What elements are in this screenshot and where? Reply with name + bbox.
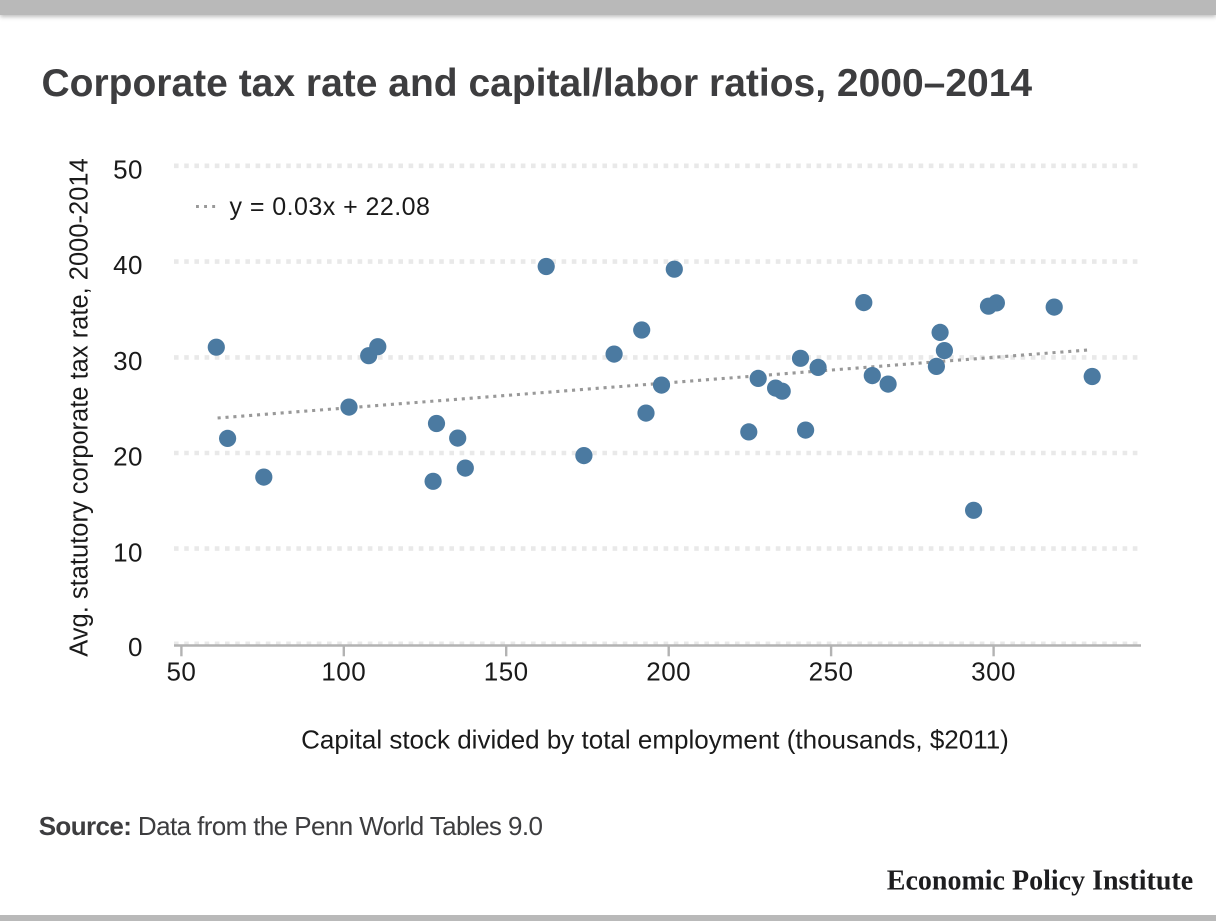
svg-text:40: 40 bbox=[113, 250, 143, 280]
svg-text:Economic Policy Institute: Economic Policy Institute bbox=[887, 866, 1193, 897]
svg-text:300: 300 bbox=[971, 657, 1016, 687]
svg-text:250: 250 bbox=[809, 657, 854, 687]
svg-text:100: 100 bbox=[321, 657, 366, 687]
svg-text:50: 50 bbox=[166, 657, 196, 687]
svg-text:Avg. statutory corporate tax r: Avg. statutory corporate tax rate, 2000-… bbox=[66, 158, 94, 657]
svg-text:30: 30 bbox=[113, 346, 143, 376]
svg-text:200: 200 bbox=[646, 657, 691, 687]
svg-text:Corporate tax rate and capital: Corporate tax rate and capital/labor rat… bbox=[42, 62, 1033, 105]
svg-text:10: 10 bbox=[113, 537, 143, 567]
svg-text:20: 20 bbox=[113, 442, 143, 472]
svg-text:150: 150 bbox=[484, 657, 529, 687]
svg-text:y = 0.03x + 22.08: y = 0.03x + 22.08 bbox=[230, 193, 431, 221]
svg-text:Capital stock divided by total: Capital stock divided by total employmen… bbox=[301, 725, 1009, 755]
svg-text:Source: Data from the Penn Wor: Source: Data from the Penn World Tables … bbox=[39, 811, 543, 841]
svg-text:50: 50 bbox=[113, 154, 143, 184]
svg-text:0: 0 bbox=[128, 632, 143, 662]
